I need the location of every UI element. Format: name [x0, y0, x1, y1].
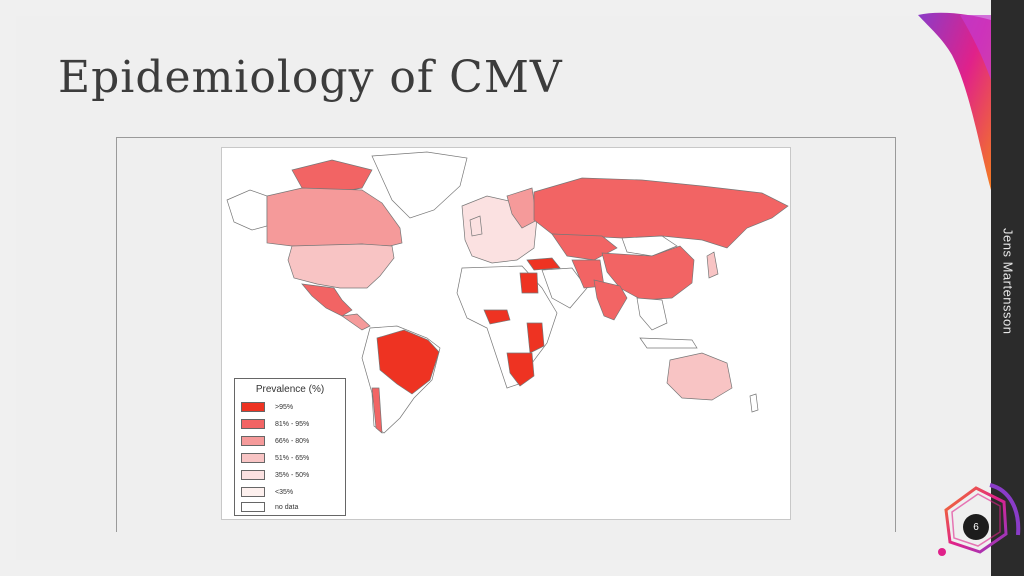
australia: [666, 352, 733, 401]
author-name: Jens Martensson: [1000, 228, 1016, 335]
world-map-image: [221, 147, 791, 520]
legend-swatch: [241, 419, 265, 429]
middle-east: [541, 267, 588, 309]
china: [601, 245, 695, 301]
uk: [469, 215, 483, 237]
legend-item: >95%: [241, 401, 293, 413]
legend-label: <35%: [275, 488, 294, 496]
decorative-swoosh-top: [918, 12, 991, 191]
southeast-asia: [636, 297, 668, 331]
usa: [287, 243, 395, 289]
southern-africa: [506, 352, 535, 387]
slide-title: Epidemiology of CMV: [58, 52, 563, 103]
legend-label: 66% - 80%: [275, 437, 310, 445]
legend-swatch: [241, 436, 265, 446]
central-america: [341, 313, 371, 331]
world-map-svg: [226, 151, 789, 434]
mongolia: [621, 235, 678, 257]
japan: [706, 251, 719, 279]
right-sidebar: [991, 0, 1024, 576]
page-number: 6: [963, 514, 989, 540]
legend-swatch: [241, 502, 265, 512]
east-africa: [526, 322, 545, 354]
indonesia: [639, 337, 698, 349]
legend-item: 66% - 80%: [241, 435, 309, 447]
turkey: [526, 257, 561, 271]
canada: [266, 187, 403, 249]
scandinavia: [506, 187, 538, 229]
legend-label: no data: [275, 503, 299, 511]
legend-item: 51% - 65%: [241, 452, 309, 464]
legend-item: 35% - 50%: [241, 469, 309, 481]
legend-title: Prevalence (%): [255, 384, 325, 395]
egypt: [519, 272, 539, 294]
legend-label: >95%: [275, 403, 294, 411]
alaska: [226, 189, 268, 231]
new-zealand: [749, 393, 759, 413]
india: [593, 279, 628, 321]
legend-swatch: [241, 453, 265, 463]
chile: [371, 387, 383, 434]
legend-item: 81% - 95%: [241, 418, 309, 430]
legend-item: <35%: [241, 486, 293, 498]
decorative-hexagon: [938, 483, 1021, 556]
mexico: [301, 283, 353, 317]
west-africa: [483, 309, 511, 325]
greenland: [371, 151, 468, 219]
legend-swatch: [241, 487, 265, 497]
legend-label: 35% - 50%: [275, 471, 310, 479]
brazil: [376, 329, 440, 395]
legend-swatch: [241, 470, 265, 480]
legend-item: no data: [241, 501, 298, 513]
legend-label: 81% - 95%: [275, 420, 310, 428]
legend-label: 51% - 65%: [275, 454, 310, 462]
map-legend: Prevalence (%) >95% 81% - 95% 66% - 80% …: [234, 378, 346, 516]
legend-swatch: [241, 402, 265, 412]
